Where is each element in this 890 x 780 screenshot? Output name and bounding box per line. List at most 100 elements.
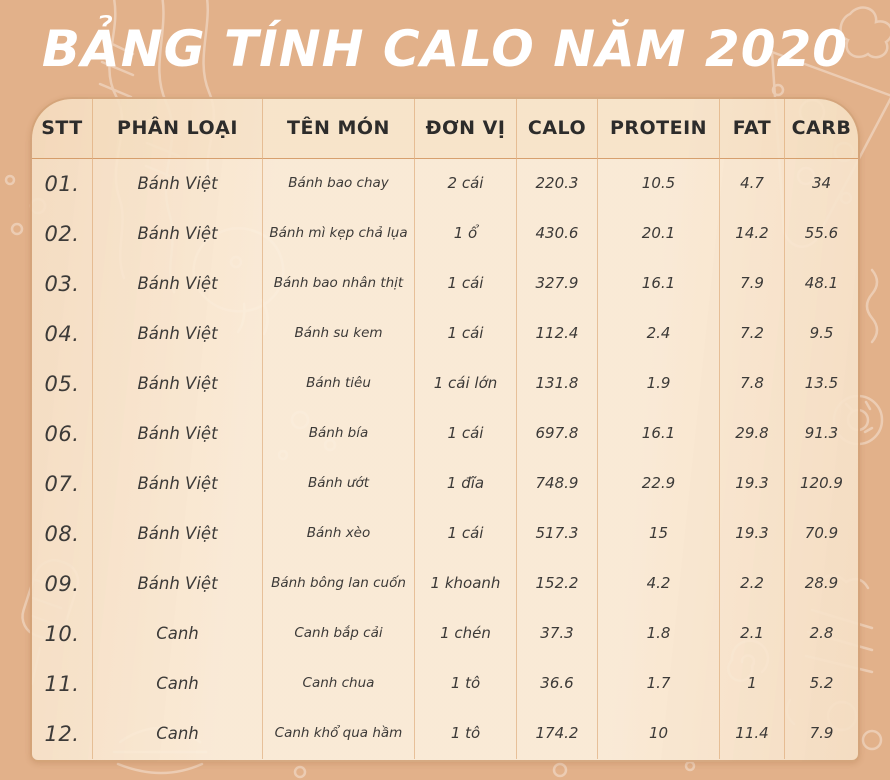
table-row: 03. Bánh Việt Bánh bao nhân thịt 1 cái 327.9… bbox=[32, 259, 858, 309]
cell-calo: 112.4 bbox=[517, 309, 598, 359]
cell-unit: 1 chén bbox=[415, 609, 517, 659]
cell-carb: 5.2 bbox=[809, 674, 834, 693]
column-header-dish: TÊN MÓN bbox=[263, 99, 415, 159]
cell-carb: 91.3 bbox=[804, 424, 839, 443]
cell-unit: 2 cái bbox=[415, 159, 517, 209]
cell-protein: 2.4 bbox=[598, 309, 720, 359]
table-row: 09. Bánh Việt Bánh bông lan cuốn 1 khoanh 15… bbox=[32, 559, 858, 609]
cell-carb: 70.9 bbox=[804, 524, 839, 543]
cell-protein: 15 bbox=[598, 509, 720, 559]
cell-protein: 10 bbox=[598, 709, 720, 759]
cell-category: Bánh Việt bbox=[93, 359, 263, 409]
cell-fat: 29.8 bbox=[720, 409, 785, 459]
cell-fat: 1 bbox=[720, 659, 785, 709]
cell-stt: 06. bbox=[32, 409, 93, 459]
cell-calo: 327.9 bbox=[517, 259, 598, 309]
cell-carb: 7.9 bbox=[809, 724, 834, 743]
cell-dish: Bánh bao nhân thịt bbox=[263, 259, 415, 309]
cell-category: Bánh Việt bbox=[93, 459, 263, 509]
cell-dish: Bánh bông lan cuốn bbox=[263, 559, 415, 609]
cell-dish: Bánh bía bbox=[263, 409, 415, 459]
cell-unit: 1 tô bbox=[415, 709, 517, 759]
cell-category: Bánh Việt bbox=[93, 509, 263, 559]
cell-fat: 2.1 bbox=[720, 609, 785, 659]
cell-carb: 2.8 bbox=[809, 624, 834, 643]
cell-protein: 1.8 bbox=[598, 609, 720, 659]
cell-fat: 14.2 bbox=[720, 209, 785, 259]
cell-calo: 36.6 bbox=[517, 659, 598, 709]
table-row: 04. Bánh Việt Bánh su kem 1 cái 112.4 2.4 7.2 9… bbox=[32, 309, 858, 359]
cell-stt: 11. bbox=[32, 659, 93, 709]
cell-category: Bánh Việt bbox=[93, 259, 263, 309]
dots-icon bbox=[293, 760, 696, 779]
cell-dish: Canh khổ qua hầm bbox=[263, 709, 415, 759]
cell-calo: 131.8 bbox=[517, 359, 598, 409]
table-row: 08. Bánh Việt Bánh xèo 1 cái 517.3 15 19.3 70.9 bbox=[32, 509, 858, 559]
cell-fat: 19.3 bbox=[720, 459, 785, 509]
cell-dish: Canh bắp cải bbox=[263, 609, 415, 659]
cell-calo: 174.2 bbox=[517, 709, 598, 759]
cell-calo: 697.8 bbox=[517, 409, 598, 459]
table-row: 02. Bánh Việt Bánh mì kẹp chả lụa 1 ổ 430.6 2… bbox=[32, 209, 858, 259]
cell-unit: 1 cái bbox=[415, 309, 517, 359]
cell-fat: 4.7 bbox=[720, 159, 785, 209]
cell-dish: Bánh tiêu bbox=[263, 359, 415, 409]
cell-carb: 13.5 bbox=[804, 374, 839, 393]
cell-unit: 1 đĩa bbox=[415, 459, 517, 509]
cell-unit: 1 cái bbox=[415, 509, 517, 559]
cell-category: Bánh Việt bbox=[93, 209, 263, 259]
cell-fat: 19.3 bbox=[720, 509, 785, 559]
cell-stt: 03. bbox=[32, 259, 93, 309]
cell-dish: Bánh su kem bbox=[263, 309, 415, 359]
column-header-calo: CALO bbox=[517, 99, 598, 159]
cell-protein: 22.9 bbox=[598, 459, 720, 509]
table-row: 05. Bánh Việt Bánh tiêu 1 cái lớn 131.8 1.9 7.… bbox=[32, 359, 858, 409]
cell-dish: Bánh bao chay bbox=[263, 159, 415, 209]
column-header-carb: CARB bbox=[785, 99, 858, 159]
cell-fat: 11.4 bbox=[720, 709, 785, 759]
cell-category: Bánh Việt bbox=[93, 309, 263, 359]
cell-protein: 4.2 bbox=[598, 559, 720, 609]
table-row: 12. Canh Canh khổ qua hầm 1 tô 174.2 10 11.4 7.… bbox=[32, 709, 858, 759]
cell-calo: 748.9 bbox=[517, 459, 598, 509]
cell-stt: 07. bbox=[32, 459, 93, 509]
cell-fat: 7.9 bbox=[720, 259, 785, 309]
cell-dish: Bánh mì kẹp chả lụa bbox=[263, 209, 415, 259]
column-header-fat: FAT bbox=[720, 99, 785, 159]
cell-protein: 1.7 bbox=[598, 659, 720, 709]
cell-dish: Canh chua bbox=[263, 659, 415, 709]
cell-carb: 120.9 bbox=[800, 474, 843, 493]
column-header-protein: PROTEIN bbox=[598, 99, 720, 159]
squiggle-icon bbox=[865, 268, 879, 344]
cell-calo: 517.3 bbox=[517, 509, 598, 559]
table-row: 01. Bánh Việt Bánh bao chay 2 cái 220.3 10.5 4… bbox=[32, 159, 858, 209]
calorie-table-panel: STT PHÂN LOẠI TÊN MÓN ĐƠN VỊ CALO PROTEIN FAT C… bbox=[30, 97, 860, 762]
cell-protein: 10.5 bbox=[598, 159, 720, 209]
cell-stt: 05. bbox=[32, 359, 93, 409]
cell-stt: 08. bbox=[32, 509, 93, 559]
cell-protein: 16.1 bbox=[598, 409, 720, 459]
cell-stt: 09. bbox=[32, 559, 93, 609]
table-header-row: STT PHÂN LOẠI TÊN MÓN ĐƠN VỊ CALO PROTEIN FAT C… bbox=[32, 99, 858, 159]
table-body: 01. Bánh Việt Bánh bao chay 2 cái 220.3 10.5 4… bbox=[32, 159, 858, 759]
cell-unit: 1 cái bbox=[415, 259, 517, 309]
cell-category: Canh bbox=[93, 609, 263, 659]
cell-unit: 1 khoanh bbox=[415, 559, 517, 609]
cell-calo: 220.3 bbox=[517, 159, 598, 209]
cell-category: Canh bbox=[93, 659, 263, 709]
cell-calo: 430.6 bbox=[517, 209, 598, 259]
cell-dish: Bánh ướt bbox=[263, 459, 415, 509]
column-header-stt: STT bbox=[32, 99, 93, 159]
table-row: 06. Bánh Việt Bánh bía 1 cái 697.8 16.1 29.8 91… bbox=[32, 409, 858, 459]
cell-dish: Bánh xèo bbox=[263, 509, 415, 559]
cell-calo: 152.2 bbox=[517, 559, 598, 609]
cell-carb: 9.5 bbox=[809, 324, 834, 343]
cell-stt: 02. bbox=[32, 209, 93, 259]
cell-category: Canh bbox=[93, 709, 263, 759]
cell-stt: 01. bbox=[32, 159, 93, 209]
table-row: 11. Canh Canh chua 1 tô 36.6 1.7 1 5.2 bbox=[32, 659, 858, 709]
cell-carb: 28.9 bbox=[804, 574, 839, 593]
cell-fat: 7.2 bbox=[720, 309, 785, 359]
column-header-category: PHÂN LOẠI bbox=[93, 99, 263, 159]
cell-fat: 7.8 bbox=[720, 359, 785, 409]
